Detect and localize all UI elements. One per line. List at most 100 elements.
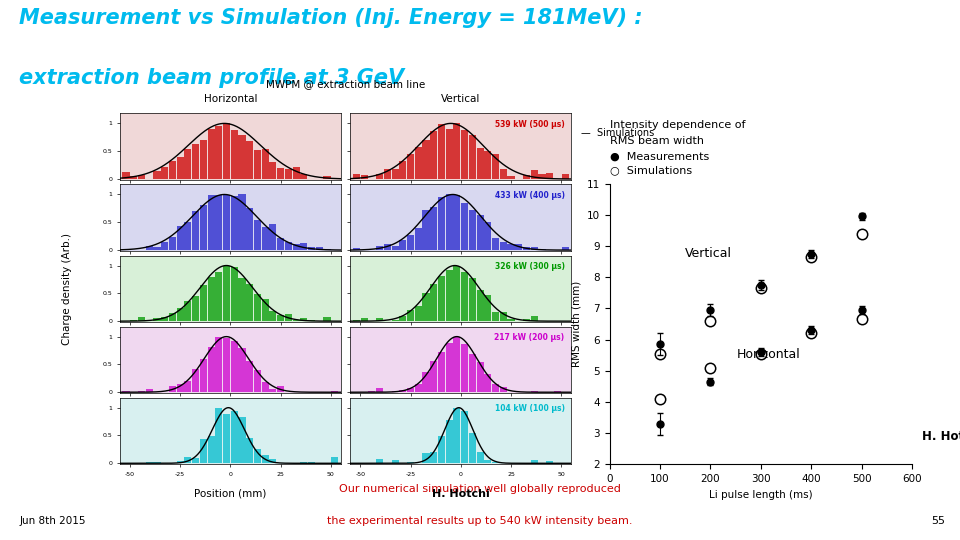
Bar <box>262 455 269 463</box>
Bar <box>270 162 276 179</box>
Bar <box>476 147 484 179</box>
Bar <box>253 370 261 392</box>
Bar <box>438 124 445 179</box>
Bar <box>376 246 383 250</box>
Bar <box>184 149 191 179</box>
Bar <box>407 154 414 179</box>
Bar <box>238 136 246 179</box>
Bar <box>184 457 191 463</box>
Bar <box>324 316 330 321</box>
Bar <box>415 228 421 250</box>
Bar <box>215 126 223 179</box>
Bar <box>392 320 398 321</box>
Bar <box>316 247 323 250</box>
Text: the experimental results up to 540 kW intensity beam.: the experimental results up to 540 kW in… <box>327 516 633 526</box>
Bar <box>131 320 137 321</box>
Bar <box>476 451 484 463</box>
Bar <box>468 210 476 250</box>
Bar <box>438 352 445 392</box>
Bar <box>215 272 223 321</box>
Bar <box>230 130 238 179</box>
Bar <box>492 312 499 321</box>
Bar <box>461 411 468 463</box>
Bar <box>192 144 199 179</box>
Bar <box>484 151 492 179</box>
Bar <box>300 318 307 321</box>
Bar <box>277 386 284 392</box>
Bar <box>177 384 183 392</box>
Bar <box>146 246 153 250</box>
Text: Position (mm): Position (mm) <box>194 489 267 499</box>
Bar <box>430 361 438 392</box>
Bar <box>169 386 176 392</box>
Bar <box>361 318 368 321</box>
Bar <box>184 222 191 250</box>
Text: Horizontal: Horizontal <box>736 348 801 361</box>
Bar <box>353 320 360 321</box>
Bar <box>192 369 199 392</box>
Bar <box>253 220 261 250</box>
Y-axis label: RMS width (mm): RMS width (mm) <box>571 281 581 367</box>
Bar <box>270 224 276 250</box>
Bar <box>262 299 269 321</box>
Bar <box>177 461 183 463</box>
Bar <box>422 210 429 250</box>
Bar <box>324 176 330 179</box>
Bar <box>422 372 429 392</box>
Bar <box>461 273 468 321</box>
Bar <box>215 336 223 392</box>
Bar <box>277 238 284 250</box>
Text: Charge density (Arb.): Charge density (Arb.) <box>62 233 72 345</box>
Bar <box>207 277 215 321</box>
Text: —  Simulations: — Simulations <box>581 129 654 138</box>
Bar <box>308 320 315 321</box>
Bar <box>200 439 207 463</box>
Bar <box>238 278 246 321</box>
Bar <box>154 171 160 179</box>
Bar <box>223 195 230 250</box>
Bar <box>293 167 300 179</box>
Bar <box>200 285 207 321</box>
Bar <box>369 391 375 392</box>
Bar <box>461 202 468 250</box>
Bar <box>253 294 261 321</box>
Bar <box>161 167 168 179</box>
Text: Intensity dependence of: Intensity dependence of <box>610 119 745 130</box>
Bar <box>207 195 215 250</box>
Bar <box>270 310 276 321</box>
Bar <box>331 457 338 463</box>
Bar <box>492 462 499 463</box>
Bar <box>539 174 545 179</box>
Bar <box>392 170 398 179</box>
Text: Measurement vs Simulation (Inj. Energy = 181MeV) :: Measurement vs Simulation (Inj. Energy =… <box>19 8 643 28</box>
Bar <box>384 245 391 250</box>
Bar <box>230 341 238 392</box>
Bar <box>293 320 300 321</box>
Bar <box>184 301 191 321</box>
Bar <box>546 461 553 463</box>
Bar <box>123 391 130 392</box>
Bar <box>445 342 453 392</box>
Bar <box>207 129 215 179</box>
Bar <box>539 249 545 250</box>
Bar <box>484 222 492 250</box>
Bar <box>438 197 445 250</box>
Text: extraction beam profile at 3 GeV: extraction beam profile at 3 GeV <box>19 68 404 87</box>
Bar <box>353 174 360 179</box>
Bar <box>531 316 538 321</box>
Bar <box>468 135 476 179</box>
Bar <box>531 247 538 250</box>
Text: Vertical: Vertical <box>685 247 732 260</box>
Bar <box>324 249 330 250</box>
Bar <box>438 436 445 463</box>
Bar <box>422 140 429 179</box>
Bar <box>484 374 492 392</box>
Bar <box>508 244 515 250</box>
Bar <box>285 169 292 179</box>
Bar <box>215 195 223 250</box>
Bar <box>138 390 145 392</box>
Bar <box>123 172 130 179</box>
Bar <box>508 319 515 321</box>
Bar <box>262 382 269 392</box>
Bar <box>500 312 507 321</box>
